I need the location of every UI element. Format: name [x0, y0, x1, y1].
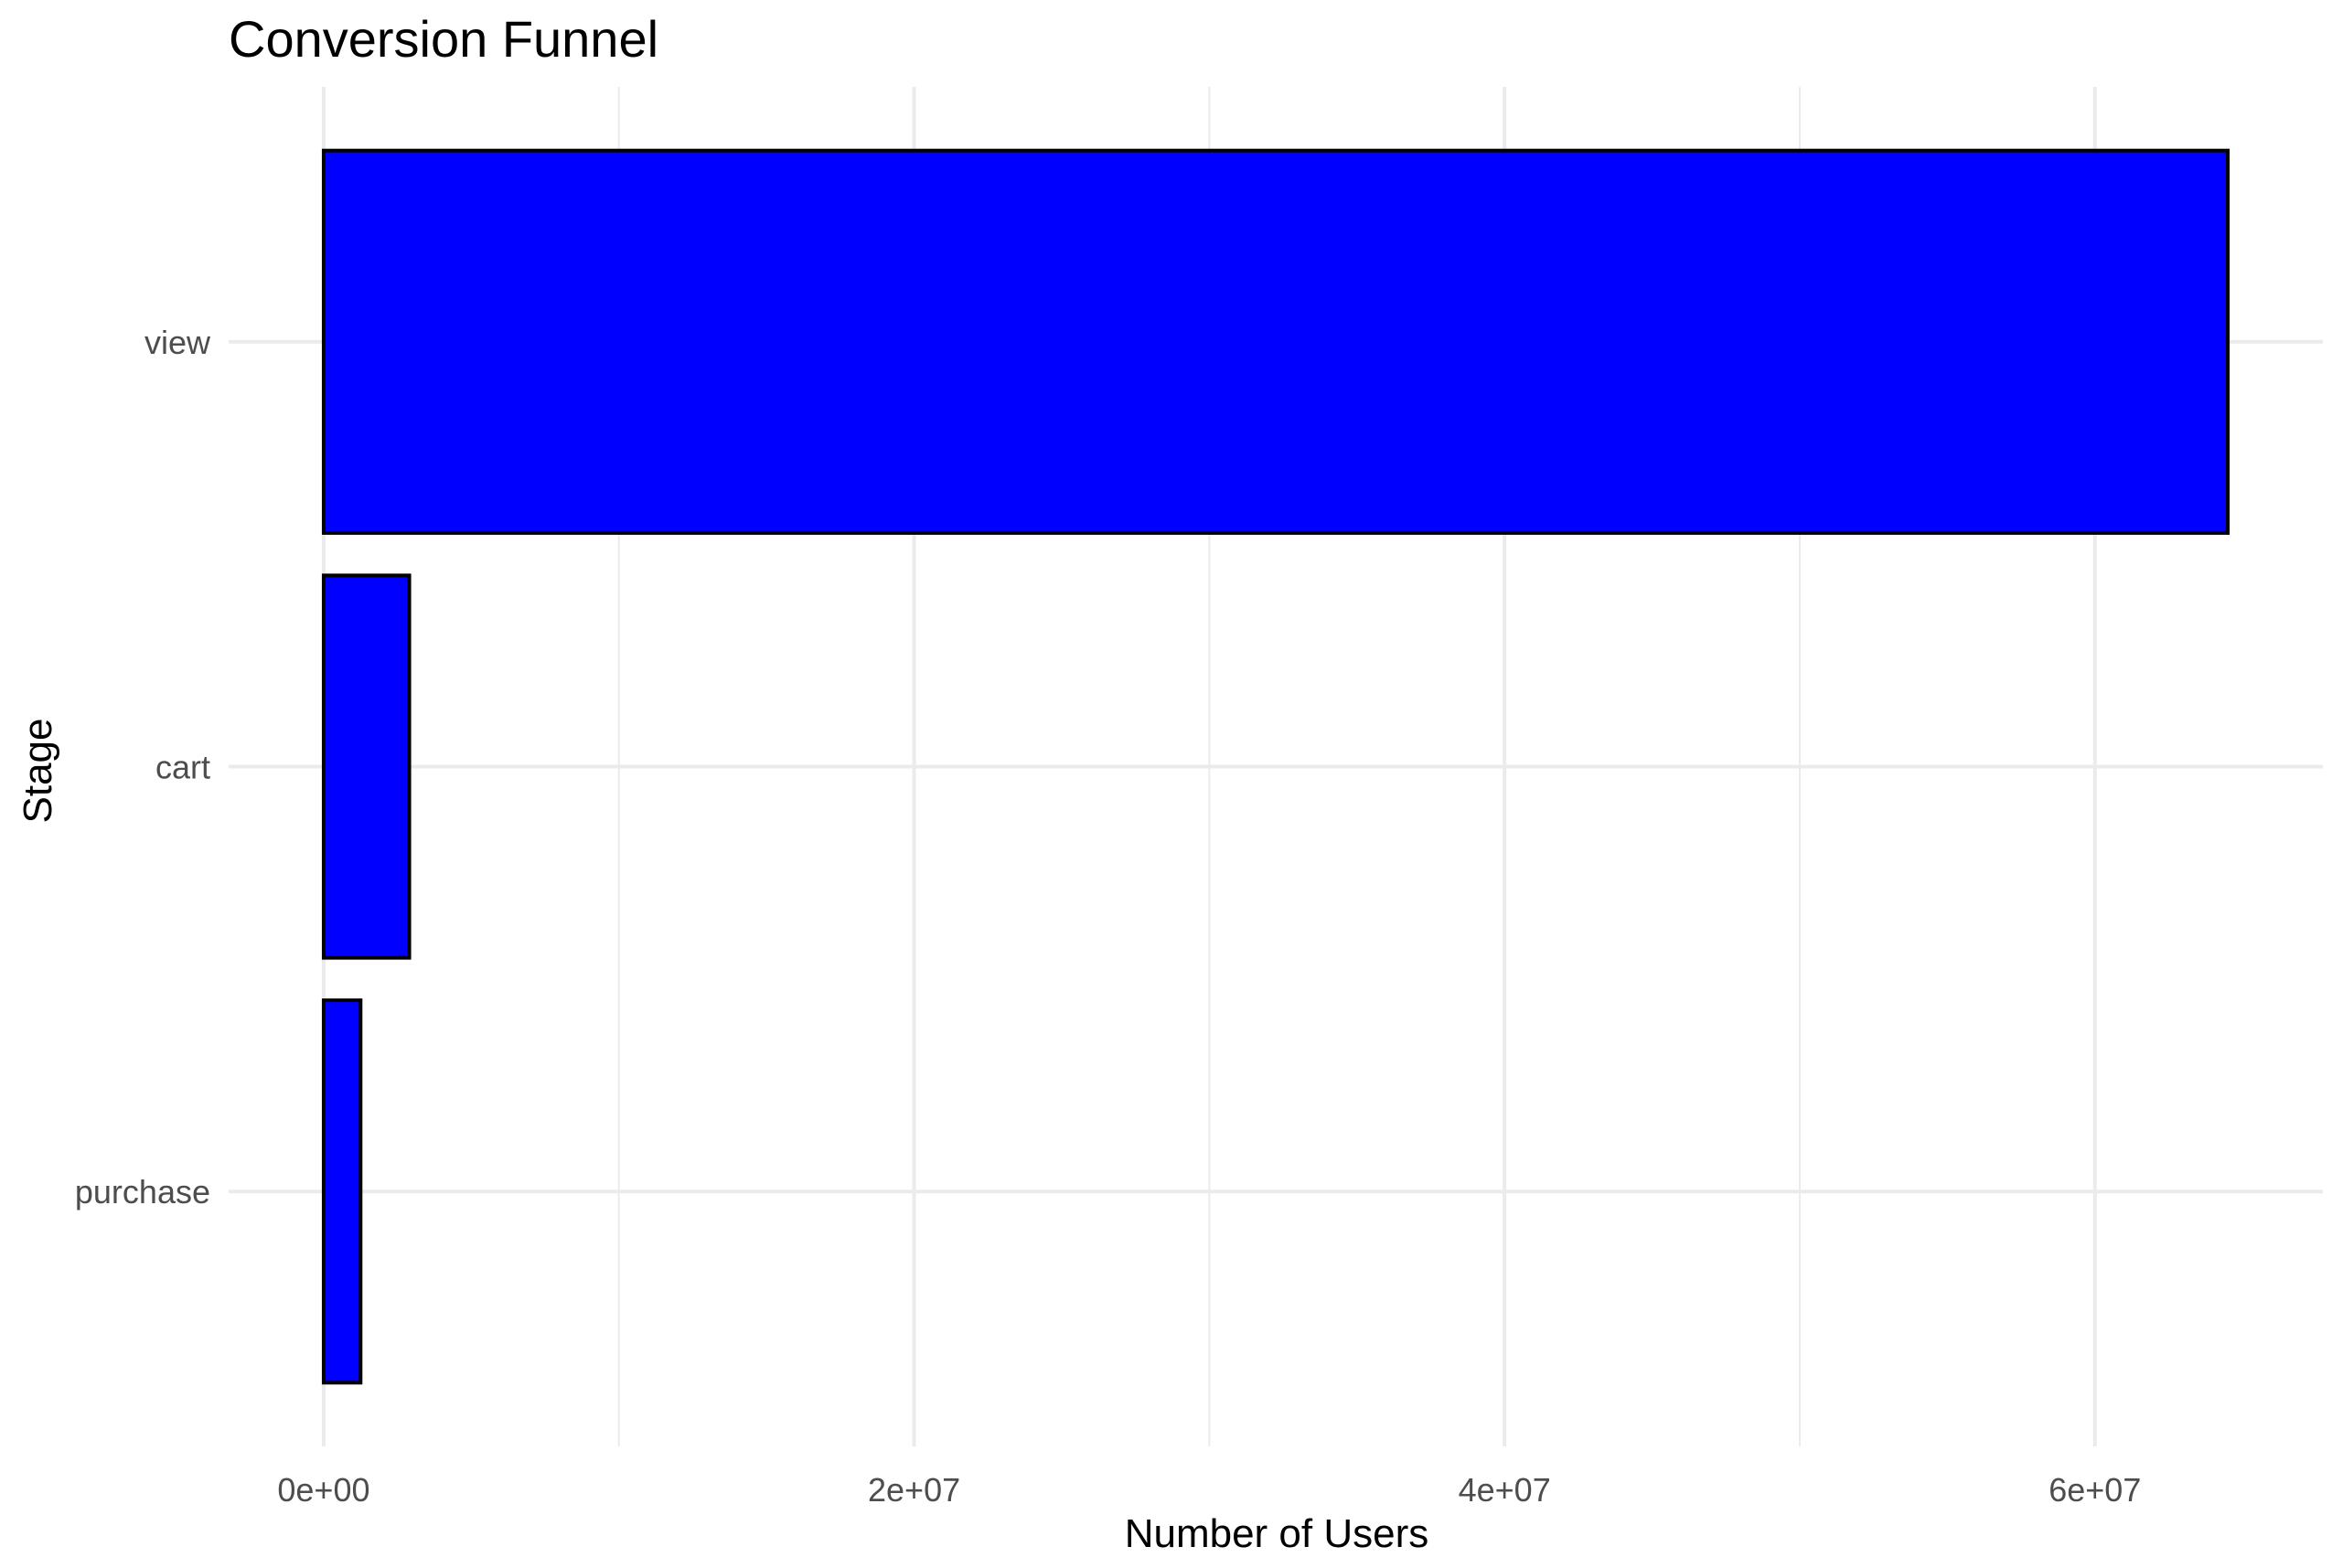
bar-purchase [321, 998, 363, 1385]
x-tick-label: 6e+07 [2049, 1471, 2141, 1509]
x-tick-label: 0e+00 [277, 1471, 369, 1509]
x-tick-label: 4e+07 [1459, 1471, 1551, 1509]
y-tick-label-view: view [144, 324, 211, 361]
x-axis-title: Number of Users [1125, 1511, 1429, 1556]
bars [321, 148, 2230, 1385]
chart-title: Conversion Funnel [229, 10, 658, 68]
tick-labels: view cart purchase 0e+00 2e+07 4e+07 6e+07 [75, 324, 2141, 1509]
bar-cart [321, 573, 412, 960]
bar-view [321, 148, 2230, 535]
y-tick-label-purchase: purchase [75, 1173, 210, 1211]
x-tick-label: 2e+07 [868, 1471, 960, 1509]
y-axis-title: Stage [16, 719, 60, 824]
y-tick-label-cart: cart [155, 749, 210, 786]
